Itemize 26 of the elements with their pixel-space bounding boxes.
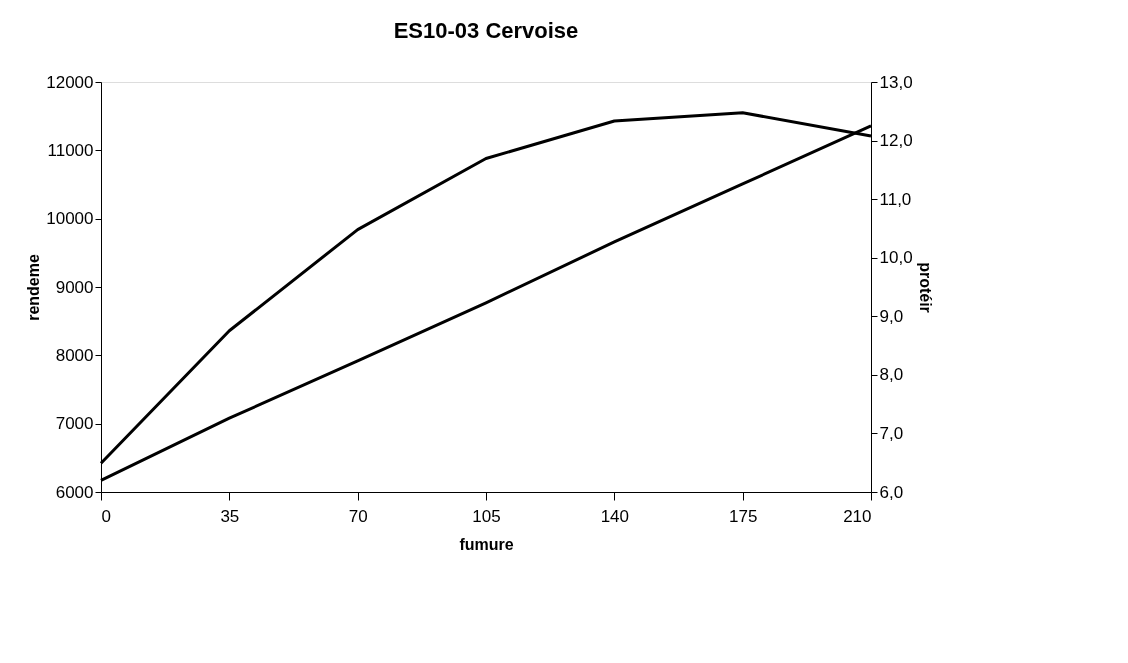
x-axis-title: fumure	[459, 535, 514, 553]
y2-axis-title: protéir	[916, 262, 934, 313]
y2-tick-label: 8,0	[879, 365, 904, 385]
y2-tick-label: 13,0	[879, 72, 913, 92]
x-tick-label: 0	[101, 506, 111, 526]
y-axis-title: rendeme	[25, 254, 43, 321]
y-tick-label: 11000	[47, 140, 94, 160]
x-tick-label: 210	[843, 506, 872, 526]
y2-tick-label: 12,0	[879, 131, 913, 151]
y-tick-label: 9000	[55, 277, 94, 297]
y2-tick-label: 10,0	[879, 248, 913, 268]
x-tick-label: 140	[600, 506, 630, 526]
y-tick-label: 6000	[55, 482, 94, 502]
y-tick-label: 8000	[55, 345, 94, 365]
x-tick-label: 35	[220, 506, 240, 526]
chart-title: ES10-03 Cervoise	[393, 18, 579, 43]
y-tick-label: 12000	[46, 72, 94, 92]
y2-tick-label: 7,0	[879, 423, 904, 443]
y2-tick-label: 11,0	[879, 189, 912, 209]
y2-tick-label: 6,0	[879, 482, 904, 502]
y-tick-label: 10000	[46, 209, 94, 229]
y-tick-label: 7000	[55, 414, 94, 434]
y2-tick-label: 9,0	[879, 306, 904, 326]
x-tick-label: 105	[472, 506, 501, 526]
x-tick-label: 70	[348, 506, 368, 526]
x-tick-label: 175	[728, 506, 758, 526]
